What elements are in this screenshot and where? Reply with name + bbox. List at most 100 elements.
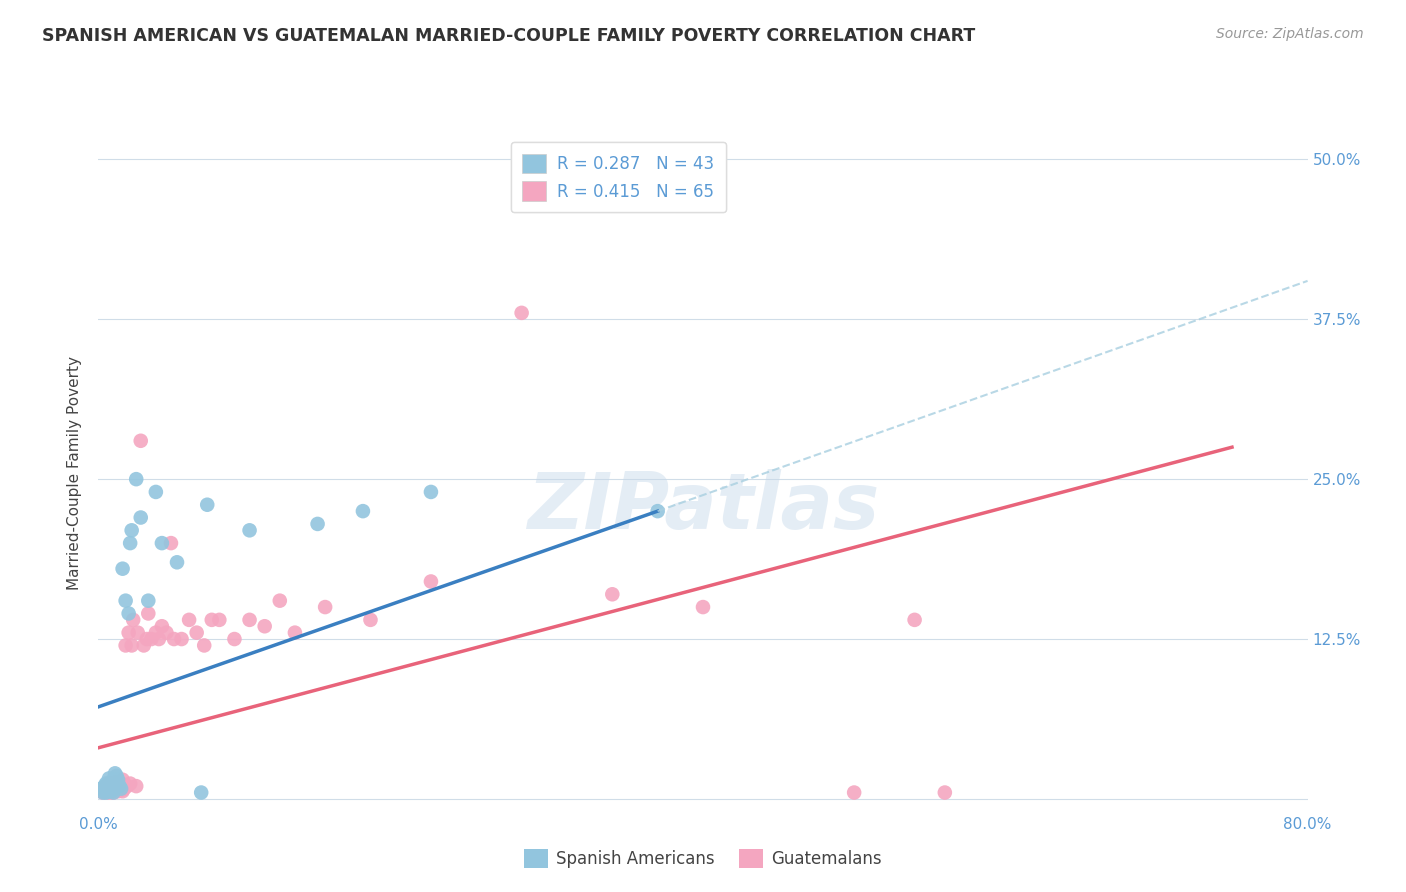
Point [103,785,125,799]
Point [108,779,131,793]
Point [125,472,148,486]
Point [91,781,114,796]
Point [145,625,167,640]
Point [112,781,135,796]
Point [91,785,114,799]
Point [114,639,136,653]
Point [103,781,125,796]
Point [155,625,177,640]
Point [96,779,118,793]
Point [132,639,155,653]
Point [224,632,246,646]
Point [91,785,114,799]
Point [103,781,125,796]
Point [141,632,163,646]
Point [934,785,956,799]
Point [420,485,443,500]
Point [239,524,262,538]
Point [160,536,183,550]
Point [104,783,127,797]
Text: SPANISH AMERICAN VS GUATEMALAN MARRIED-COUPLE FAMILY POVERTY CORRELATION CHART: SPANISH AMERICAN VS GUATEMALAN MARRIED-C… [42,27,976,45]
Point [103,776,125,790]
Point [105,769,128,783]
Point [692,600,714,615]
Text: ZIPatlas: ZIPatlas [527,468,879,545]
Point [103,774,125,789]
Point [208,613,231,627]
Point [94,784,117,798]
Point [121,639,143,653]
Point [120,536,142,550]
Point [111,772,134,787]
Point [114,593,136,607]
Point [96,783,118,797]
Point [166,555,188,569]
Point [98,776,121,790]
Point [100,785,122,799]
Point [148,632,170,646]
Point [284,625,307,640]
Point [103,785,125,799]
Point [90,781,112,796]
Point [96,785,118,799]
Point [269,593,291,607]
Point [94,779,117,793]
Point [420,574,443,589]
Point [118,625,141,640]
Point [129,434,152,448]
Point [314,600,336,615]
Point [647,504,669,518]
Point [145,485,167,500]
Point [201,613,224,627]
Text: Source: ZipAtlas.com: Source: ZipAtlas.com [1216,27,1364,41]
Point [111,562,134,576]
Point [844,785,866,799]
Point [122,613,145,627]
Point [111,784,134,798]
Point [104,775,127,789]
Point [104,766,127,780]
Point [307,516,329,531]
Point [108,779,131,793]
Point [94,785,117,799]
Point [101,784,124,798]
Legend: R = 0.287   N = 43, R = 0.415   N = 65: R = 0.287 N = 43, R = 0.415 N = 65 [510,142,725,212]
Y-axis label: Married-Couple Family Poverty: Married-Couple Family Poverty [67,356,83,590]
Point [94,776,117,790]
Point [186,625,208,640]
Point [93,779,115,793]
Point [510,306,533,320]
Point [190,785,212,799]
Point [101,776,124,790]
Point [135,632,157,646]
Point [101,784,124,798]
Point [107,772,129,787]
Point [98,784,121,798]
Point [352,504,374,518]
Point [136,593,159,607]
Point [195,498,218,512]
Point [150,619,173,633]
Point [121,524,143,538]
Point [110,783,132,797]
Point [129,510,152,524]
Point [101,774,124,789]
Point [93,783,115,797]
Point [360,613,382,627]
Point [253,619,276,633]
Point [904,613,927,627]
Point [96,779,118,793]
Point [115,779,138,793]
Point [125,779,148,793]
Point [136,607,159,621]
Point [100,776,122,790]
Point [163,632,186,646]
Point [94,781,117,796]
Point [239,613,262,627]
Point [100,781,122,796]
Point [118,607,141,621]
Point [150,536,173,550]
Point [170,632,193,646]
Point [193,639,215,653]
Point [98,784,121,798]
